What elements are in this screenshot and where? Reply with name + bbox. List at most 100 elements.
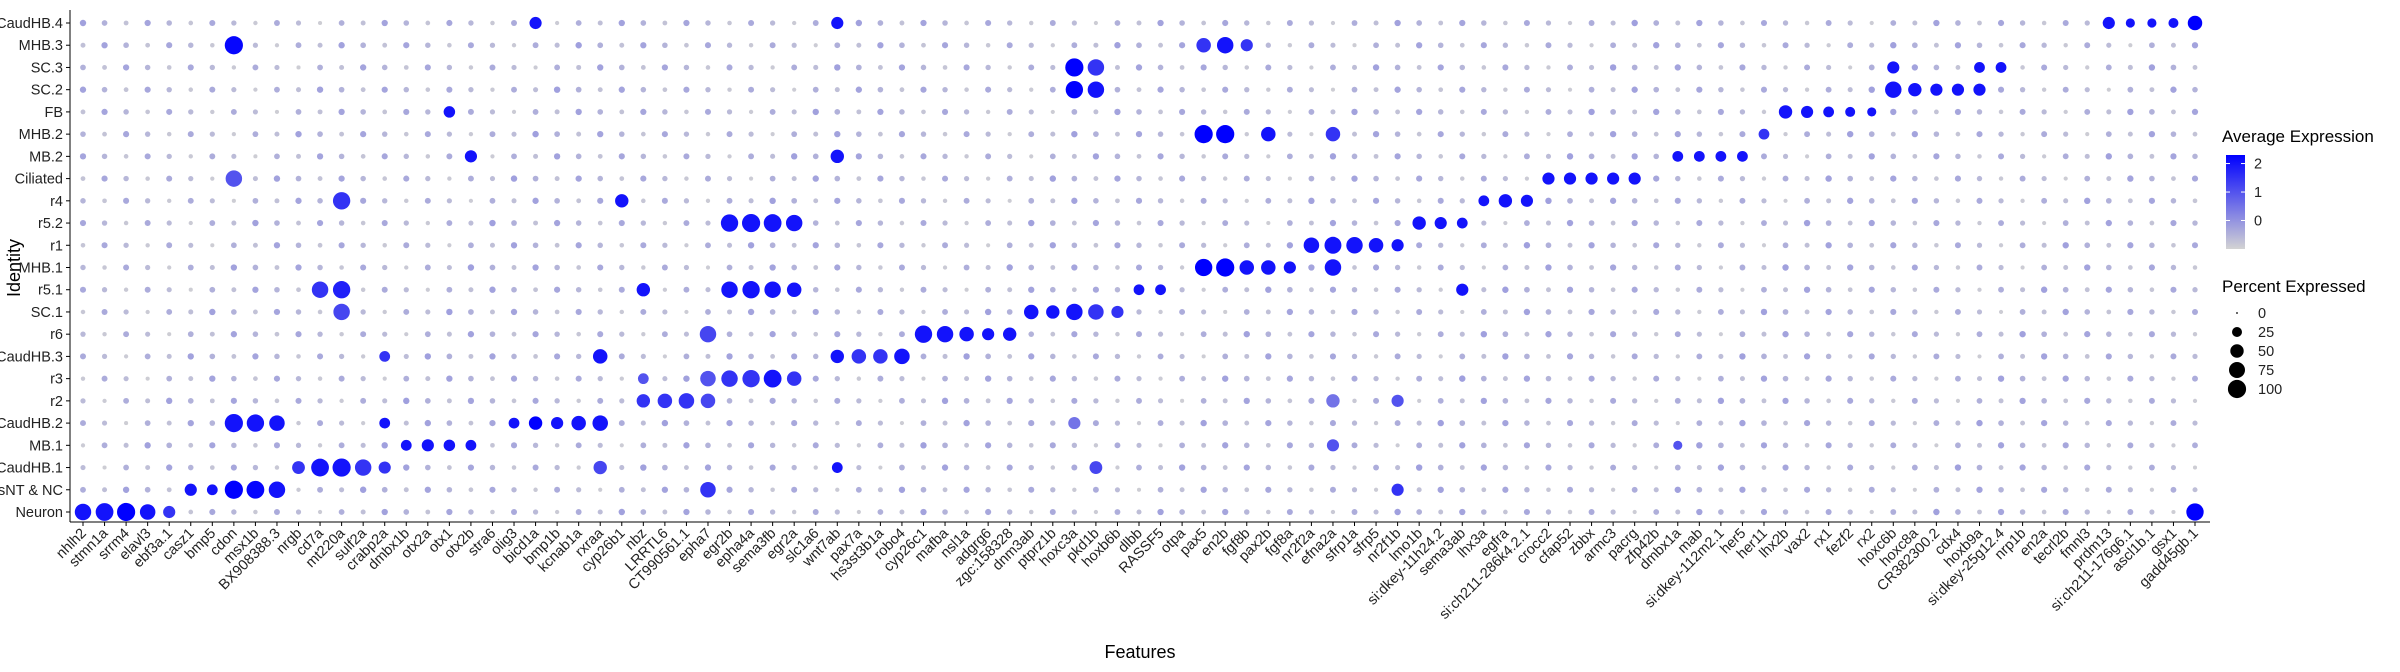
dot: [1998, 353, 2004, 360]
dot: [468, 242, 474, 249]
dot: [1674, 397, 1681, 404]
dot: [1675, 354, 1680, 359]
dot: [791, 109, 797, 115]
dot: [1179, 509, 1185, 515]
dot: [424, 264, 431, 271]
dot: [163, 505, 176, 519]
dot: [2127, 420, 2134, 426]
dot: [791, 464, 797, 471]
dot: [467, 42, 474, 49]
dot: [404, 265, 409, 270]
dot: [1524, 176, 1530, 181]
dot: [295, 197, 302, 204]
dot: [1049, 86, 1056, 93]
dot: [468, 420, 474, 426]
dot: [576, 265, 582, 270]
dot: [1309, 487, 1314, 493]
dot: [1395, 42, 1401, 48]
dot: [705, 309, 711, 315]
dot: [1115, 198, 1120, 204]
dot: [317, 242, 323, 248]
dot: [231, 442, 237, 449]
dot: [619, 376, 624, 381]
dot: [80, 486, 86, 493]
dot: [1545, 20, 1552, 26]
dot: [2106, 398, 2112, 404]
dot: [166, 464, 173, 471]
dot: [1438, 442, 1444, 448]
dot: [2041, 242, 2047, 248]
dot: [95, 503, 114, 521]
dot: [684, 176, 689, 181]
dot: [792, 87, 797, 92]
dot: [360, 87, 366, 93]
dot: [554, 109, 560, 115]
dot: [985, 264, 991, 271]
dot: [274, 86, 280, 93]
dot: [1179, 353, 1185, 359]
dot: [382, 331, 388, 337]
dot: [2148, 64, 2156, 71]
dot: [575, 353, 582, 360]
dot: [640, 487, 646, 493]
dot: [1545, 108, 1552, 115]
dot: [727, 87, 732, 92]
dot: [963, 42, 970, 48]
dot: [640, 308, 647, 315]
dot: [1977, 442, 1982, 448]
dot: [964, 442, 970, 448]
dot: [273, 175, 281, 182]
dot: [1654, 465, 1659, 470]
dot: [1049, 509, 1056, 515]
dot: [80, 42, 86, 48]
dot: [273, 509, 280, 515]
dot: [231, 20, 237, 26]
dot: [1739, 42, 1746, 48]
dot: [742, 281, 760, 299]
dot: [2019, 242, 2026, 249]
dot: [1933, 153, 1940, 160]
dot: [424, 397, 431, 404]
dot: [295, 264, 302, 271]
dot: [920, 86, 927, 93]
dot: [317, 376, 323, 381]
dot: [554, 509, 560, 515]
dot: [318, 20, 323, 26]
dot: [1330, 309, 1336, 315]
dot: [704, 108, 711, 115]
dot: [378, 461, 391, 474]
dot: [80, 353, 86, 360]
dot: [877, 420, 883, 426]
dot: [1718, 65, 1724, 70]
dot: [296, 287, 301, 293]
x-tick-labels: nhlh2stmn1asrrm4elavl3ebf3a.1casz1bmp5cd…: [53, 522, 2202, 623]
dot: [468, 65, 474, 70]
dot: [532, 509, 539, 515]
dot: [813, 265, 819, 270]
dot: [2040, 286, 2048, 293]
dot: [1179, 375, 1186, 382]
dot: [489, 464, 496, 471]
dot: [831, 462, 843, 473]
dot: [2192, 198, 2198, 204]
dot: [188, 20, 194, 26]
dot: [80, 109, 86, 115]
dot: [1391, 239, 1404, 252]
dot: [748, 465, 754, 470]
dot: [769, 442, 776, 449]
dot: [812, 442, 819, 449]
dot: [576, 398, 581, 404]
dot: [1502, 331, 1509, 338]
dot: [985, 19, 992, 27]
dot: [2192, 86, 2198, 93]
dot: [1222, 508, 1229, 516]
dot: [1002, 327, 1017, 341]
dot: [2084, 331, 2091, 338]
dot: [1998, 109, 2004, 115]
dot: [1088, 304, 1104, 320]
dot: [1158, 309, 1163, 315]
dot: [1308, 42, 1315, 49]
dot: [1696, 109, 1702, 115]
dot: [1287, 176, 1292, 181]
dot: [618, 64, 625, 71]
